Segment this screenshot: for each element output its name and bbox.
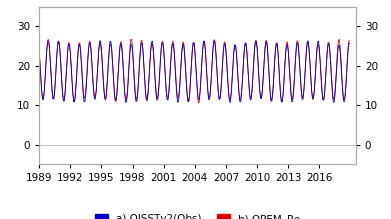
b) OPEM_Re [75,63,79,65]
Line: a) OISSTv2(Obs): a) OISSTv2(Obs) [39,41,350,102]
b) OPEM_Re [172,61,177,64]
b) OPEM_Re [196,101,201,104]
a) OISSTv2(Obs) [228,101,233,104]
a) OISSTv2(Obs) [174,80,178,82]
Legend: a) OISSTv2(Obs), b) OPEM_Re: a) OISSTv2(Obs), b) OPEM_Re [95,214,300,219]
b) OPEM_Re [140,40,144,42]
a) OISSTv2(Obs) [348,42,352,45]
a) OISSTv2(Obs) [332,101,337,103]
b) OPEM_Re [37,48,41,51]
b) OPEM_Re [129,38,134,41]
a) OISSTv2(Obs) [130,51,135,54]
Line: b) OPEM_Re: b) OPEM_Re [39,39,350,102]
a) OISSTv2(Obs) [146,90,151,93]
a) OISSTv2(Obs) [141,49,145,52]
b) OPEM_Re [145,100,150,102]
a) OISSTv2(Obs) [37,49,41,52]
b) OPEM_Re [348,40,352,42]
b) OPEM_Re [337,38,342,41]
a) OISSTv2(Obs) [75,65,79,68]
b) OPEM_Re [331,98,335,100]
a) OISSTv2(Obs) [98,39,103,42]
